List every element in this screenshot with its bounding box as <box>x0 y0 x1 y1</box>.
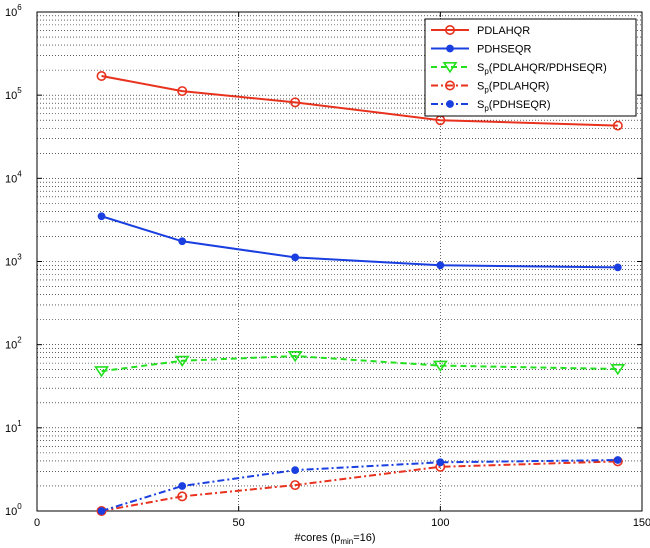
legend-label: PDLAHQR <box>477 25 530 37</box>
series-line <box>101 75 618 127</box>
legend-label: Sp(PDLAHQR) <box>477 81 549 95</box>
series-1 <box>96 71 623 131</box>
y-tick-label: 100 <box>5 502 22 518</box>
x-tick-label: 150 <box>633 517 650 529</box>
data-point <box>442 61 458 74</box>
y-tick: 105 <box>5 86 642 102</box>
data-point <box>291 466 300 475</box>
legend-entry: Sp(PDLAHQR/PDHSEQR) <box>431 61 607 76</box>
y-tick: 103 <box>5 253 642 269</box>
x-axis-label: #cores (pmin=16) <box>294 532 375 546</box>
data-point <box>444 80 455 91</box>
data-point <box>287 351 303 363</box>
data-point <box>177 86 188 97</box>
legend-entry: PDHSEQR <box>431 44 531 56</box>
data-point <box>96 505 107 516</box>
legend-box <box>424 18 637 117</box>
data-point <box>94 366 110 378</box>
data-point <box>446 44 454 53</box>
series-4 <box>96 456 623 516</box>
data-point <box>432 360 448 372</box>
series-group <box>94 71 626 516</box>
series-line <box>101 460 618 512</box>
data-point <box>174 355 190 368</box>
data-point <box>444 24 455 35</box>
data-point <box>178 237 187 246</box>
x-tick-label: 50 <box>233 517 245 529</box>
x-tick: 0 <box>34 12 40 529</box>
legend-label: Sp(PDLAHQR/PDHSEQR) <box>477 62 607 76</box>
y-tick: 101 <box>5 419 642 435</box>
legend-label: Sp(PDHSEQR) <box>477 99 551 113</box>
data-point <box>290 97 301 108</box>
data-point <box>177 491 188 502</box>
data-point <box>613 456 622 464</box>
axis-ticks: 0 50 100 150 100 101 102 103 104 105 106 <box>5 3 650 529</box>
y-tick-label: 104 <box>5 169 22 185</box>
legend: PDLAHQR PDHSEQR Sp(PDLAHQR/PDHSEQR) Sp(PDLA… <box>424 18 637 117</box>
y-tick-label: 105 <box>5 86 22 102</box>
y-tick: 102 <box>5 336 642 352</box>
series-3 <box>94 351 626 378</box>
y-tick: 104 <box>5 169 642 185</box>
series-line <box>101 355 618 373</box>
series-2 <box>97 212 622 272</box>
legend-entry: Sp(PDLAHQR) <box>431 81 549 95</box>
data-point <box>97 507 106 515</box>
data-point <box>436 458 445 467</box>
y-tick: 106 <box>5 3 642 19</box>
y-tick-label: 103 <box>5 253 22 269</box>
data-point <box>446 100 454 108</box>
data-point <box>436 261 445 270</box>
y-tick-label: 102 <box>5 336 22 352</box>
data-point <box>97 212 106 221</box>
y-tick: 100 <box>5 502 642 518</box>
x-tick-label: 0 <box>34 517 40 529</box>
data-point <box>610 363 626 376</box>
y-tick-label: 101 <box>5 419 22 435</box>
data-point <box>178 482 187 490</box>
x-tick: 100 <box>431 12 450 529</box>
data-point <box>612 120 623 131</box>
legend-entry: PDLAHQR <box>431 24 530 37</box>
data-point <box>291 253 300 262</box>
legend-entry: Sp(PDHSEQR) <box>431 99 551 113</box>
legend-label: PDHSEQR <box>477 44 531 56</box>
data-point <box>613 263 622 272</box>
x-tick-label: 100 <box>431 517 449 529</box>
data-point <box>96 71 107 82</box>
x-tick: 50 <box>233 12 245 529</box>
series-5 <box>97 456 622 515</box>
x-tick: 150 <box>633 12 650 529</box>
data-point <box>290 480 301 491</box>
y-tick-label: 106 <box>5 3 22 19</box>
